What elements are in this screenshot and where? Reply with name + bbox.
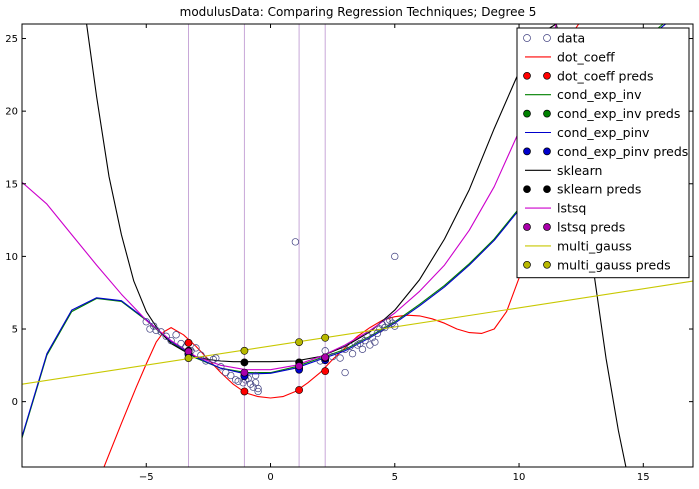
legend-swatch-multi-gauss-preds-0 [523, 260, 531, 269]
series-multi-gauss-line [22, 280, 693, 385]
data-point-47 [373, 329, 382, 338]
legend-swatch-sklearn-preds-0 [523, 185, 531, 194]
point-dot-coeff-preds-2 [295, 386, 303, 394]
legend-swatch-data-1 [543, 34, 551, 42]
legend-label-cond-exp-inv-preds: cond_exp_inv preds [557, 106, 680, 121]
legend-label-dot-coeff: dot_coeff [557, 49, 615, 64]
data-point-34 [336, 354, 344, 362]
data-point-15 [212, 354, 220, 362]
prediction-points [184, 333, 330, 396]
data-point-35 [341, 368, 349, 377]
legend-swatch-multi-gauss-preds-1 [543, 260, 551, 269]
data-point-38 [348, 350, 357, 358]
y-tick-label-1: 5 [12, 325, 18, 336]
data-point-14 [209, 355, 218, 364]
legend-label-cond-exp-inv: cond_exp_inv [557, 87, 642, 102]
point-lstsq-preds-2 [295, 362, 303, 370]
data-point-51 [383, 318, 391, 326]
legend-swatch-lstsq-preds-1 [543, 223, 551, 231]
y-tick-label-3: 15 [5, 179, 18, 190]
data-point-54 [391, 322, 399, 330]
legend-label-cond-exp-pinv: cond_exp_pinv [557, 125, 650, 140]
point-lstsq-preds-1 [240, 368, 249, 377]
legend-swatch-cond-exp-inv-preds-0 [523, 109, 531, 118]
data-point-55 [391, 252, 399, 261]
x-tick-label-4: 15 [637, 472, 650, 483]
data-point-46 [371, 338, 379, 346]
data-point-18 [227, 371, 235, 380]
data-point-39 [353, 341, 362, 349]
data-point-37 [346, 342, 354, 351]
data-point-3 [152, 326, 160, 335]
data-point-48 [376, 325, 384, 333]
legend-label-lstsq-preds: lstsq preds [557, 220, 625, 235]
y-tick-label-2: 10 [5, 252, 18, 263]
data-point-0 [142, 318, 150, 326]
legend-swatch-cond-exp-inv-preds-1 [543, 109, 551, 118]
data-point-13 [202, 357, 210, 365]
data-point-11 [192, 344, 200, 352]
legend-swatch-data-0 [523, 34, 531, 42]
data-point-30 [291, 238, 300, 246]
legend-swatch-dot-coeff-preds-1 [543, 71, 551, 80]
legend-label-multi-gauss-preds: multi_gauss preds [557, 257, 671, 272]
point-lstsq-preds-0 [184, 347, 193, 356]
data-point-12 [197, 351, 205, 359]
data-point-27 [251, 371, 260, 380]
x-tick-label-0: −5 [139, 472, 154, 483]
data-point-6 [167, 336, 175, 345]
legend-label-sklearn: sklearn [557, 163, 602, 178]
legend-swatch-dot-coeff-preds-0 [523, 71, 531, 80]
y-tick-label-0: 0 [12, 397, 18, 408]
legend-label-dot-coeff-preds: dot_coeff preds [557, 68, 653, 83]
data-point-45 [368, 334, 377, 342]
legend-swatch-cond-exp-pinv-preds-1 [543, 147, 551, 156]
series-dot-coeff-line [103, 24, 580, 467]
data-point-4 [157, 328, 165, 336]
legend-swatch-lstsq-preds-0 [523, 223, 531, 231]
legend-swatch-sklearn-preds-1 [543, 185, 551, 194]
data-point-43 [363, 332, 372, 340]
data-point-29 [254, 384, 262, 393]
data-point-20 [234, 377, 242, 385]
data-point-19 [232, 376, 240, 384]
legend-label-data: data [557, 31, 585, 46]
y-axis-ticks: 0 5 10 15 20 25 [5, 34, 693, 408]
y-tick-label-4: 20 [5, 107, 18, 118]
point-multi-gauss-preds-0 [184, 354, 193, 362]
data-point-41 [358, 345, 367, 354]
data-point-33 [328, 352, 337, 361]
point-lstsq-preds-3 [321, 353, 330, 362]
legend-label-cond-exp-pinv-preds: cond_exp_pinv preds [557, 144, 688, 159]
legend: data dot_coeff dot_coeff preds cond_exp_inv… [516, 27, 690, 279]
data-point-16 [217, 363, 225, 371]
point-dot-coeff-preds-0 [184, 338, 193, 347]
data-point-42 [361, 336, 369, 345]
point-sklearn-preds-1 [240, 358, 249, 367]
point-dot-coeff-preds-1 [240, 387, 249, 396]
point-multi-gauss-preds-1 [240, 346, 249, 355]
point-multi-gauss-preds-3 [321, 333, 330, 342]
data-points [142, 238, 399, 396]
legend-label-multi-gauss: multi_gauss [557, 238, 632, 253]
data-point-28 [254, 387, 262, 396]
data-point-2 [150, 322, 158, 330]
legend-swatch-cond-exp-pinv-preds-0 [523, 147, 531, 156]
point-multi-gauss-preds-2 [295, 338, 303, 346]
x-tick-label-2: 5 [392, 472, 398, 483]
data-point-7 [172, 331, 180, 339]
data-point-25 [249, 383, 257, 391]
y-tick-label-5: 25 [5, 34, 18, 45]
legend-label-lstsq: lstsq [557, 201, 586, 216]
x-axis-ticks: −5 0 5 10 15 [139, 24, 650, 483]
legend-label-sklearn-preds: sklearn preds [557, 182, 641, 197]
point-dot-coeff-preds-3 [321, 367, 330, 376]
x-tick-label-1: 0 [267, 472, 273, 483]
chart-title: modulusData: Comparing Regression Techni… [180, 5, 537, 19]
data-point-5 [162, 332, 170, 340]
x-tick-label-3: 10 [513, 472, 526, 483]
plot-frame [21, 23, 694, 468]
